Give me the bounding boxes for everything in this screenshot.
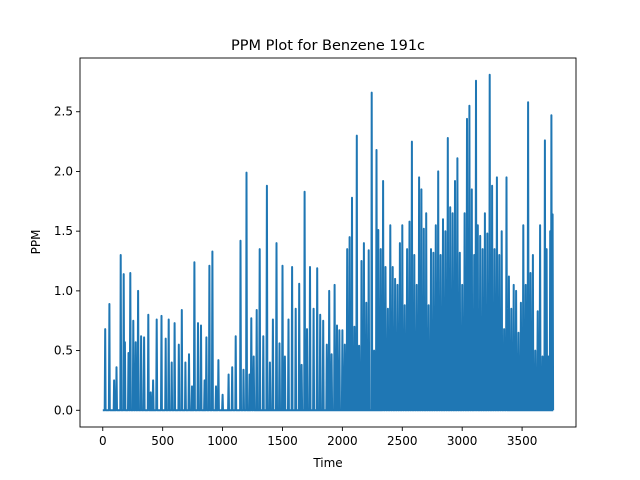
x-axis-label: Time [312, 456, 342, 470]
x-tick-label: 0 [99, 434, 107, 448]
x-tick-label: 3000 [447, 434, 478, 448]
x-tick-label: 1500 [267, 434, 298, 448]
x-tick-label: 3500 [507, 434, 538, 448]
x-tick-label: 500 [151, 434, 174, 448]
y-tick-label: 0.5 [54, 344, 73, 358]
x-axis-ticks: 0 500 1000 1500 2000 2500 3000 3500 [99, 427, 537, 448]
y-tick-label: 2.5 [54, 105, 73, 119]
y-axis-label: PPM [29, 230, 43, 255]
chart-title: PPM Plot for Benzene 191c [231, 38, 425, 54]
plot-area-frame [79, 57, 577, 428]
y-tick-label: 1.0 [54, 284, 73, 298]
y-tick-label: 1.5 [54, 224, 73, 238]
x-tick-label: 2000 [327, 434, 358, 448]
y-tick-label: 0.0 [54, 403, 73, 417]
x-tick-label: 1000 [207, 434, 238, 448]
plot-series [102, 73, 555, 412]
y-axis-ticks: 0.0 0.5 1.0 1.5 2.0 2.5 [54, 105, 80, 417]
y-tick-label: 2.0 [54, 164, 73, 178]
ppm-series-line [102, 73, 555, 412]
x-tick-label: 2500 [387, 434, 418, 448]
